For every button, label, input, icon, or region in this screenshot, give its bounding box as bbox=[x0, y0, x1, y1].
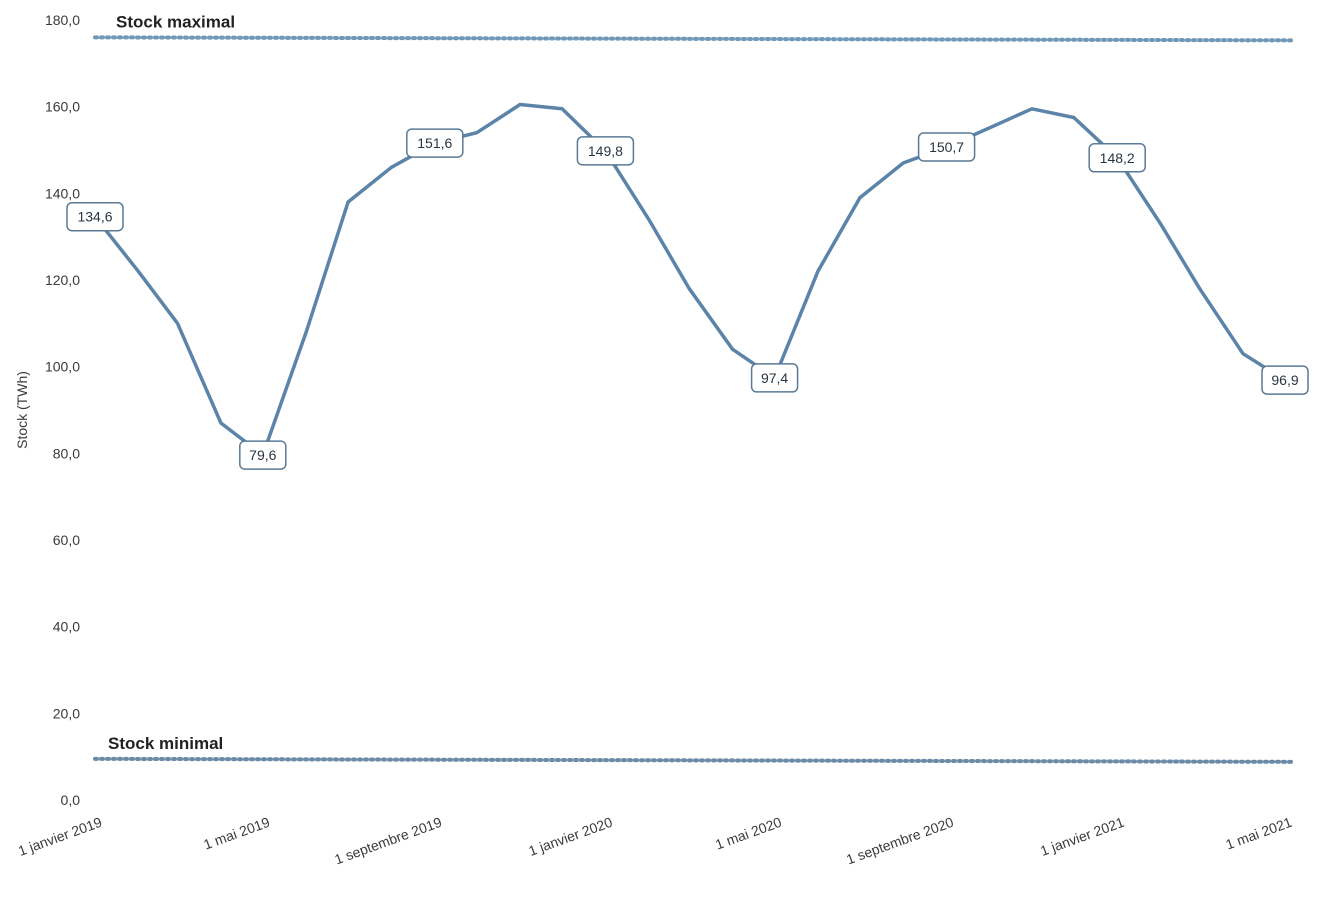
x-axis: 1 janvier 2019 1 mai 2019 1 septembre 2019… bbox=[16, 814, 1294, 868]
y-axis: 0,0 20,0 40,0 60,0 80,0 100,0 120,0 140,0 160,0 1… bbox=[45, 12, 80, 808]
data-label: 151,6 bbox=[406, 128, 464, 158]
x-tick-label: 1 septembre 2020 bbox=[844, 814, 956, 868]
data-label-text: 149,8 bbox=[588, 143, 623, 159]
data-label: 96,9 bbox=[1261, 365, 1309, 395]
series-line bbox=[93, 102, 1287, 457]
data-label-text: 148,2 bbox=[1100, 150, 1135, 166]
reference-line bbox=[93, 35, 1294, 43]
data-label-box bbox=[750, 363, 799, 393]
x-tick-label: 1 mai 2021 bbox=[1223, 814, 1294, 853]
y-tick-label: 60,0 bbox=[53, 532, 80, 548]
reference-lines: Stock maximal Stock minimal bbox=[93, 12, 1294, 764]
y-tick-label: 180,0 bbox=[45, 12, 80, 28]
y-tick-label: 40,0 bbox=[53, 619, 80, 635]
data-label-box bbox=[66, 201, 124, 232]
data-label-box bbox=[1088, 143, 1146, 173]
reference-line-label: Stock minimal bbox=[108, 734, 223, 753]
reference-line bbox=[93, 756, 1294, 764]
series-layer bbox=[93, 102, 1287, 457]
y-tick-label: 80,0 bbox=[53, 445, 80, 461]
x-tick-label: 1 janvier 2020 bbox=[526, 814, 614, 859]
x-tick-label: 1 septembre 2019 bbox=[332, 814, 444, 868]
data-label: 148,2 bbox=[1088, 143, 1146, 173]
data-label: 134,6 bbox=[66, 201, 124, 232]
data-label-text: 150,7 bbox=[929, 139, 964, 155]
x-tick-label: 1 mai 2020 bbox=[713, 814, 784, 853]
y-tick-label: 100,0 bbox=[45, 359, 80, 375]
y-axis-label: Stock (TWh) bbox=[14, 371, 30, 449]
data-label-box bbox=[239, 440, 287, 470]
y-tick-label: 140,0 bbox=[45, 185, 80, 201]
y-tick-label: 120,0 bbox=[45, 272, 80, 288]
reference-line-label: Stock maximal bbox=[116, 12, 235, 31]
data-label-box bbox=[406, 128, 464, 158]
data-label-text: 134,6 bbox=[77, 209, 112, 225]
data-label: 97,4 bbox=[750, 363, 799, 393]
y-tick-label: 0,0 bbox=[61, 792, 81, 808]
data-label-box bbox=[576, 136, 635, 166]
data-label: 149,8 bbox=[576, 136, 635, 166]
y-tick-label: 160,0 bbox=[45, 99, 80, 115]
data-labels: 134,6 79,6 151,6 149,8 97,4 150,7 148,2 96,9 bbox=[66, 128, 1309, 470]
data-label-text: 151,6 bbox=[417, 135, 452, 151]
data-label: 79,6 bbox=[239, 440, 287, 470]
data-label-box bbox=[1261, 365, 1309, 395]
x-tick-label: 1 mai 2019 bbox=[201, 814, 272, 853]
data-label-text: 79,6 bbox=[249, 447, 276, 463]
data-label: 150,7 bbox=[917, 132, 976, 162]
x-tick-label: 1 janvier 2021 bbox=[1038, 814, 1126, 859]
data-label-box bbox=[917, 132, 976, 162]
y-tick-label: 20,0 bbox=[53, 705, 80, 721]
x-tick-label: 1 janvier 2019 bbox=[16, 814, 104, 859]
data-label-text: 96,9 bbox=[1271, 372, 1298, 388]
data-label-text: 97,4 bbox=[761, 370, 788, 386]
